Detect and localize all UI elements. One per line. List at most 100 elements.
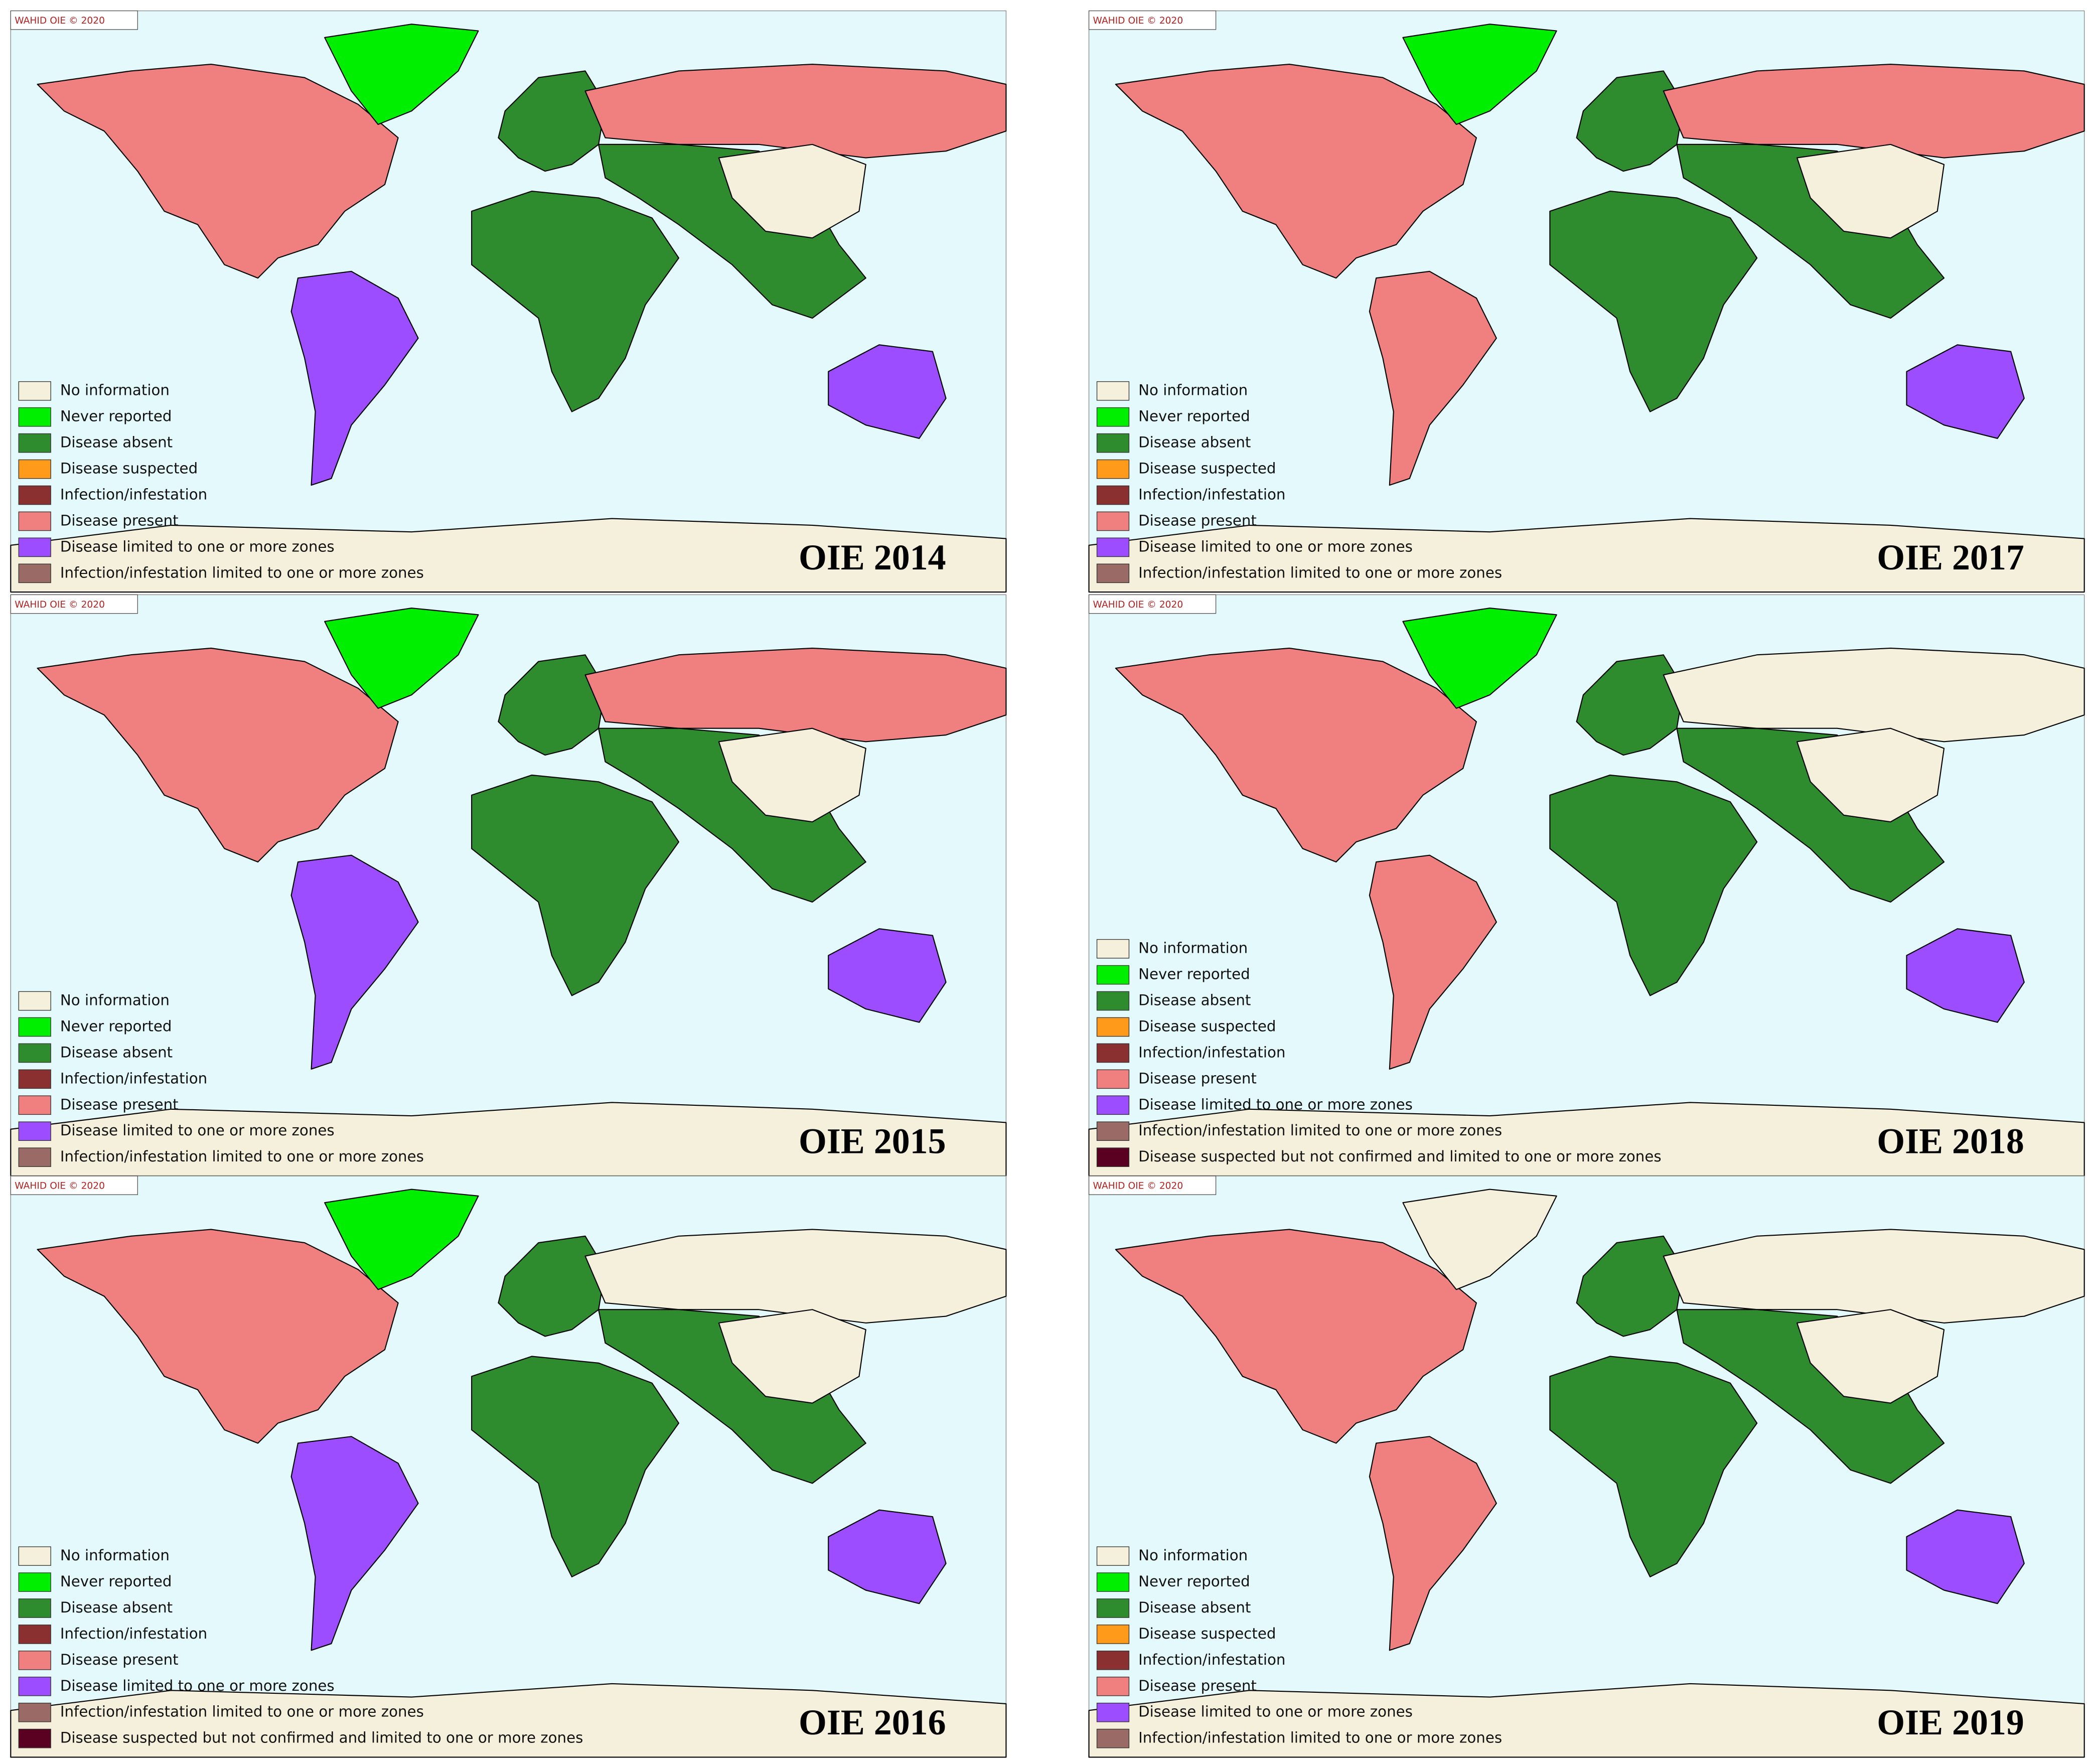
legend-label: Disease limited to one or more zones [1138, 1096, 1413, 1113]
legend-swatch [18, 511, 51, 531]
legend-label: Disease suspected [60, 460, 198, 477]
legend-label: Never reported [60, 408, 172, 425]
legend-swatch [18, 1702, 51, 1722]
land-australia [828, 928, 947, 1023]
land-africa [1549, 774, 1758, 996]
legend-swatch [1096, 1017, 1130, 1037]
legend-swatch [1096, 381, 1130, 401]
map-panel: WAHID OIE © 2020 No information Never repo… [10, 1175, 1007, 1758]
land-europe [1576, 70, 1684, 172]
legend-swatch [18, 537, 51, 557]
legend-label: Infection/infestation limited to one or … [60, 1703, 424, 1720]
land-russia [1663, 64, 2085, 159]
copyright: WAHID OIE © 2020 [1093, 600, 1183, 610]
legend-swatch [1096, 965, 1130, 985]
panel-title: OIE 2016 [799, 1702, 946, 1742]
land-sa [1369, 270, 1497, 486]
legend-label: Never reported [1138, 408, 1250, 425]
copyright: WAHID OIE © 2020 [15, 1181, 105, 1191]
legend-swatch [18, 1598, 51, 1618]
legend-swatch [1096, 1546, 1130, 1566]
copyright: WAHID OIE © 2020 [15, 600, 105, 610]
copyright-box [10, 10, 138, 30]
legend-label: Disease present [1138, 1070, 1257, 1087]
legend-label: Infection/infestation [60, 486, 207, 503]
panel-title: OIE 2019 [1877, 1702, 2024, 1742]
land-russia [584, 647, 1007, 743]
legend-label: No information [60, 992, 170, 1009]
legend-label: Infection/infestation [1138, 1044, 1285, 1061]
panel-title: OIE 2014 [799, 537, 946, 577]
legend-label: Infection/infestation limited to one or … [60, 564, 424, 581]
copyright: WAHID OIE © 2020 [1093, 1181, 1183, 1191]
legend-swatch [1096, 1121, 1130, 1141]
legend-label: No information [60, 382, 170, 399]
land-china [1797, 727, 1945, 823]
panel-title: OIE 2018 [1877, 1121, 2024, 1161]
legend-swatch [18, 1676, 51, 1696]
legend-label: Disease limited to one or more zones [1138, 1703, 1413, 1720]
legend-swatch [1096, 433, 1130, 453]
legend-label: Disease suspected [1138, 460, 1276, 477]
copyright-box [1088, 10, 1217, 30]
land-europe [498, 1235, 606, 1337]
land-australia [1906, 928, 2025, 1023]
legend-swatch [1096, 939, 1130, 959]
copyright-box [1088, 594, 1217, 614]
legend-label: Disease limited to one or more zones [1138, 538, 1413, 555]
legend-label: Never reported [1138, 966, 1250, 983]
legend-label: Disease present [60, 1651, 179, 1668]
legend-swatch [18, 1121, 51, 1141]
land-na [1115, 64, 1477, 279]
land-greenland [324, 1189, 479, 1290]
land-russia [584, 1229, 1007, 1324]
legend-swatch [1096, 1069, 1130, 1089]
legend-label: No information [1138, 1547, 1248, 1564]
legend-swatch [18, 563, 51, 583]
legend-swatch [1096, 1598, 1130, 1618]
land-sa [290, 270, 419, 486]
legend-label: No information [60, 1547, 170, 1564]
legend-label: Disease limited to one or more zones [60, 1677, 335, 1694]
legend-label: Disease absent [1138, 1599, 1251, 1616]
land-europe [498, 70, 606, 172]
map-panel: WAHID OIE © 2020 No information Never repo… [1088, 1175, 2085, 1758]
legend-label: Disease absent [60, 434, 173, 451]
legend-label: Infection/infestation limited to one or … [1138, 1122, 1502, 1139]
land-africa [471, 774, 680, 996]
legend-label: Disease suspected [1138, 1625, 1276, 1642]
land-australia [828, 344, 947, 439]
legend-swatch [18, 1095, 51, 1115]
legend-swatch [18, 1625, 51, 1644]
legend-swatch [18, 485, 51, 505]
legend-swatch [1096, 1095, 1130, 1115]
legend-swatch [18, 407, 51, 427]
land-africa [471, 191, 680, 412]
land-sa [1369, 1436, 1497, 1651]
land-australia [1906, 1509, 2025, 1604]
legend-swatch [18, 1043, 51, 1063]
legend-swatch [1096, 1651, 1130, 1670]
legend-label: Infection/infestation limited to one or … [1138, 564, 1502, 581]
legend-label: Disease present [60, 1096, 179, 1113]
land-china [718, 1309, 866, 1404]
land-na [1115, 647, 1477, 863]
legend-label: Infection/infestation [1138, 486, 1285, 503]
copyright-box [10, 1175, 138, 1195]
land-sa [1369, 854, 1497, 1070]
land-sa [290, 1436, 419, 1651]
land-sa [290, 854, 419, 1070]
legend-swatch [18, 459, 51, 479]
land-na [37, 1229, 399, 1444]
legend-swatch [1096, 485, 1130, 505]
legend-label: Infection/infestation limited to one or … [60, 1148, 424, 1165]
map-panel: WAHID OIE © 2020 No information Never repo… [10, 10, 1007, 593]
legend-swatch [18, 1017, 51, 1037]
land-na [1115, 1229, 1477, 1444]
land-europe [498, 654, 606, 756]
land-china [718, 143, 866, 239]
legend-swatch [18, 1546, 51, 1566]
legend-label: Infection/infestation limited to one or … [1138, 1729, 1502, 1746]
